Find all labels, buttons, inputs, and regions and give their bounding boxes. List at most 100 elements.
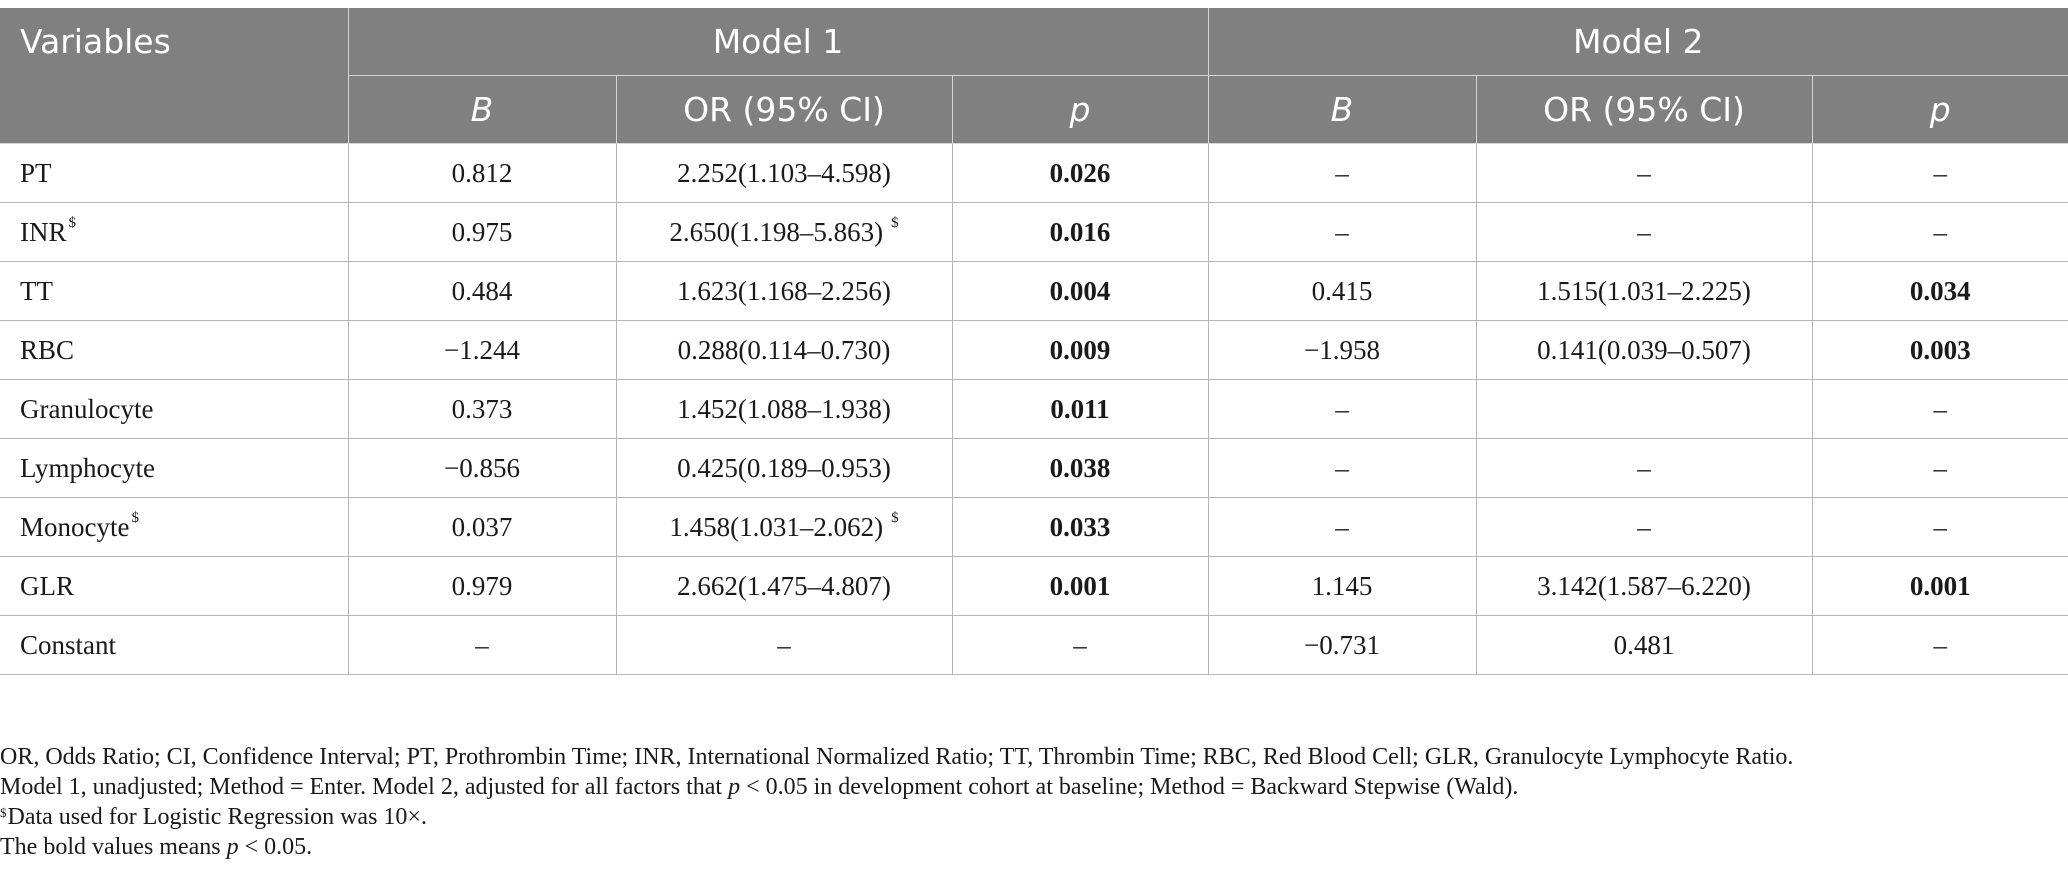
model2-or-cell-text: – [1637,157,1651,188]
header-m2-b: B [1208,75,1477,144]
footnote-bold-text-a: The bold values means [0,834,227,860]
model1-p-cell-text: 0.016 [1049,216,1111,247]
model1-b-cell: 0.975 [348,202,617,262]
footnote-bold-p: p [226,834,239,860]
variable-name: TT [0,261,349,321]
model2-or-cell: – [1476,438,1813,498]
footnote-models-text-b: < 0.05 in development cohort at baseline… [740,774,1519,800]
variable-name-text: Granulocyte [20,393,154,424]
footnote-models: Model 1, unadjusted; Method = Enter. Mod… [0,772,2060,802]
table-footnotes: OR, Odds Ratio; CI, Confidence Interval;… [0,742,2060,862]
model1-b-cell-text: – [475,629,489,660]
model2-or-cell-text: – [1637,216,1651,247]
table-row: RBC −1.244 0.288(0.114–0.730) 0.009 −1.958 0.… [0,320,2068,380]
model2-p-cell-text: – [1933,157,1948,188]
model1-p-cell: 0.026 [952,143,1209,203]
model2-p-cell-text: – [1933,511,1948,542]
model1-or-cell: 1.458(1.031–2.062) $ [616,497,953,557]
model1-b-cell-text: 0.484 [451,275,513,306]
footnote-data-text: Data used for Logistic Regression was 10… [7,804,427,830]
variable-name-text: RBC [20,334,75,365]
model1-p-cell-text: 0.011 [1050,393,1110,424]
model1-or-cell-text: 2.252(1.103–4.598) [677,157,891,188]
model2-or-cell-text: 0.481 [1613,629,1675,660]
model1-or-cell: 0.425(0.189–0.953) [616,438,953,498]
variable-name-text: Constant [20,629,117,660]
model2-b-cell: – [1208,497,1477,557]
model1-or-cell: 0.288(0.114–0.730) [616,320,953,380]
model2-b-cell: – [1208,202,1477,262]
model2-b-cell-text: – [1335,452,1349,483]
header-m2-or: OR (95% CI) [1476,75,1813,144]
model2-or-cell: – [1476,143,1813,203]
footnote-bold-text-b: < 0.05. [238,834,313,860]
model2-b-cell: – [1208,143,1477,203]
table-row: TT 0.484 1.623(1.168–2.256) 0.004 0.415 1.515… [0,261,2068,321]
model1-or-cell: 2.252(1.103–4.598) [616,143,953,203]
model2-or-cell [1476,379,1813,439]
model1-or-cell: 1.452(1.088–1.938) [616,379,953,439]
model1-or-cell-text: – [777,629,791,660]
model1-b-cell-text: 0.975 [451,216,513,247]
model2-p-cell-text: – [1933,452,1948,483]
table-body: PT 0.812 2.252(1.103–4.598) 0.026– – – INR $0.9… [0,143,2068,675]
model1-b-cell-text: 0.037 [451,511,513,542]
model1-p-cell: 0.009 [952,320,1209,380]
model2-or-cell: 0.481 [1476,615,1813,675]
model1-b-cell-text: −0.856 [444,452,520,483]
model2-p-cell-text: – [1933,629,1948,660]
model2-or-cell: 1.515(1.031–2.225) [1476,261,1813,321]
variable-name: INR $ [0,202,349,262]
variable-name: GLR [0,556,349,616]
variable-name-text: Monocyte [20,511,130,542]
model1-b-cell-text: 0.812 [451,157,513,188]
model1-b-cell-text: −1.244 [444,334,520,365]
model2-or-cell-text: 3.142(1.587–6.220) [1537,570,1751,601]
model2-p-cell-text: 0.034 [1909,275,1971,306]
model1-or-cell-text: 1.452(1.088–1.938) [677,393,891,424]
model1-b-cell: 0.484 [348,261,617,321]
model1-or-cell: – [616,615,953,675]
model2-p-cell: – [1812,143,2068,203]
variable-name-text: PT [20,157,52,188]
table-row: GLR 0.979 2.662(1.475–4.807) 0.001 1.145 3.14… [0,556,2068,616]
variable-name: RBC [0,320,349,380]
model2-b-cell-text: 0.415 [1311,275,1373,306]
model2-p-cell: 0.001 [1812,556,2068,616]
model2-b-cell-text: 1.145 [1311,570,1373,601]
model2-p-cell: 0.003 [1812,320,2068,380]
model1-or-cell: 2.650(1.198–5.863) $ [616,202,953,262]
header-model-1: Model 1 [348,8,1209,76]
model2-b-cell-text: – [1335,157,1349,188]
variable-name: Granulocyte [0,379,349,439]
model1-p-cell: 0.033 [952,497,1209,557]
variable-name: Monocyte $ [0,497,349,557]
header-m1-p: p [952,75,1209,144]
model1-or-cell-text: 2.650(1.198–5.863) [669,216,884,247]
model1-b-cell: 0.979 [348,556,617,616]
footnote-bold-values: The bold values means p < 0.05. [0,832,2060,862]
model1-b-cell-text: 0.979 [451,570,513,601]
footnote-data-scaling: $Data used for Logistic Regression was 1… [0,802,2060,832]
model2-or-cell-text: 1.515(1.031–2.225) [1537,275,1751,306]
model2-b-cell: – [1208,379,1477,439]
model2-p-cell-text: 0.003 [1909,334,1971,365]
model2-b-cell: −1.958 [1208,320,1477,380]
model2-p-cell-text: – [1933,216,1948,247]
model2-b-cell: 1.145 [1208,556,1477,616]
model1-p-cell: 0.016 [952,202,1209,262]
model2-p-cell-text: – [1933,393,1948,424]
model1-or-cell-text: 1.623(1.168–2.256) [677,275,891,306]
footnote-models-p: p [728,774,741,800]
variable-name-text: INR [20,216,67,247]
header-m1-b: B [348,75,617,144]
table-row: Lymphocyte −0.856 0.425(0.189–0.953) 0.038 –… [0,438,2068,498]
model1-or-cell: 1.623(1.168–2.256) [616,261,953,321]
model2-b-cell-text: – [1335,393,1349,424]
variable-name-text: GLR [20,570,74,601]
model2-b-cell-text: – [1335,216,1349,247]
model1-p-cell-text: – [1073,629,1087,660]
model1-b-cell: 0.812 [348,143,617,203]
model2-or-cell: 3.142(1.587–6.220) [1476,556,1813,616]
footnote-models-text-a: Model 1, unadjusted; Method = Enter. Mod… [0,774,729,800]
